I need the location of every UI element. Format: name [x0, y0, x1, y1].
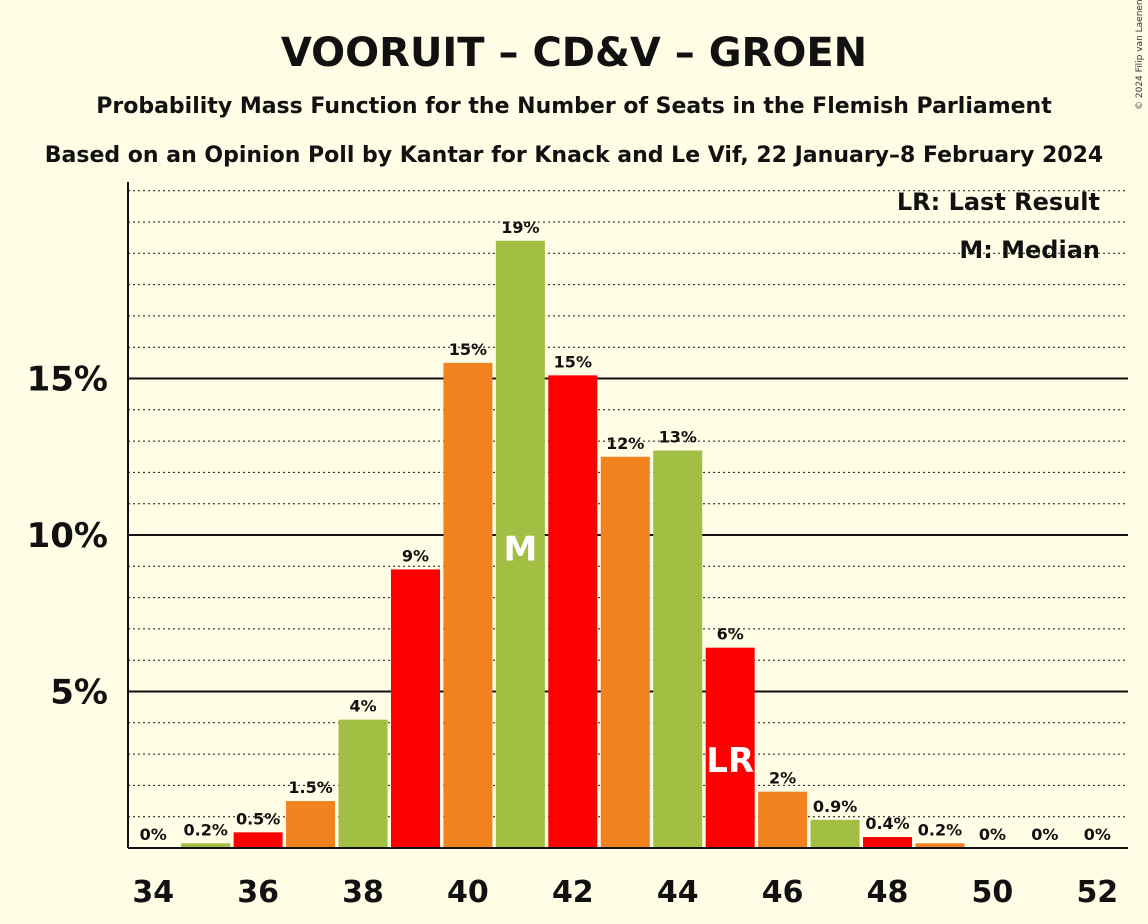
bar-39-seats [390, 569, 440, 848]
axes: 5% 10% 15% 34 36 38 40 42 44 46 48 50 52 [27, 182, 1128, 910]
bar-45-seats [705, 647, 755, 848]
bar-44-seats [653, 450, 703, 848]
median-marker: M [503, 529, 537, 569]
x-tick-label: 50 [972, 875, 1014, 910]
bars: 0% 0.2% 0.5% 1.5% 4% 9% 15% 19% M 15% 12% 13% 6% LR 2%… [140, 218, 1111, 848]
bar-49-seats [915, 843, 965, 848]
x-tick-label: 36 [237, 875, 279, 910]
bar-value-label: 15% [449, 340, 487, 359]
y-tick-label: 5% [50, 673, 108, 713]
bar-value-label: 0.2% [918, 820, 962, 839]
bar-value-label: 13% [659, 427, 697, 446]
bar-value-label: 6% [717, 625, 744, 644]
last-result-marker: LR [706, 741, 754, 781]
x-tick-label: 34 [132, 875, 174, 910]
x-tick-label: 38 [342, 875, 384, 910]
bar-37-seats [286, 801, 336, 848]
bar-value-label: 9% [402, 546, 429, 565]
y-tick-label: 15% [27, 360, 108, 400]
bar-value-label: 19% [501, 218, 539, 237]
bar-48-seats [863, 837, 913, 848]
bar-42-seats [548, 375, 598, 848]
bar-38-seats [338, 719, 388, 848]
legend-last-result: LR: Last Result [897, 188, 1100, 216]
chart-subtitle-source: Based on an Opinion Poll by Kantar for K… [45, 143, 1103, 168]
bar-value-label: 12% [606, 434, 644, 453]
bar-40-seats [443, 362, 493, 848]
bar-47-seats [810, 819, 860, 848]
bar-value-label: 0% [1084, 825, 1111, 844]
x-tick-label: 42 [552, 875, 594, 910]
legend-median: M: Median [959, 236, 1100, 264]
bar-value-label: 0% [1031, 825, 1058, 844]
bar-43-seats [600, 456, 650, 848]
bar-value-label: 2% [769, 769, 796, 788]
bar-value-label: 15% [554, 352, 592, 371]
x-tick-label: 40 [447, 875, 489, 910]
bar-value-label: 0% [979, 825, 1006, 844]
bar-value-label: 0.5% [236, 809, 280, 828]
bar-36-seats [233, 832, 283, 848]
y-tick-label: 10% [27, 516, 108, 556]
chart-title: VOORUIT – CD&V – GROEN [281, 30, 867, 76]
x-tick-label: 52 [1076, 875, 1118, 910]
bar-value-label: 0.2% [183, 820, 227, 839]
bar-value-label: 0% [140, 825, 167, 844]
x-tick-label: 48 [867, 875, 909, 910]
chart-subtitle: Probability Mass Function for the Number… [96, 94, 1052, 119]
copyright-credit: © 2024 Filip van Laenen [1135, 0, 1145, 110]
bar-value-label: 0.9% [813, 797, 857, 816]
bar-value-label: 0.4% [865, 814, 909, 833]
bar-41-seats [495, 240, 545, 848]
x-tick-label: 46 [762, 875, 804, 910]
bar-value-label: 4% [349, 697, 376, 716]
bar-value-label: 1.5% [288, 778, 332, 797]
x-tick-label: 44 [657, 875, 699, 910]
bar-35-seats [181, 843, 231, 848]
bar-46-seats [758, 791, 808, 848]
